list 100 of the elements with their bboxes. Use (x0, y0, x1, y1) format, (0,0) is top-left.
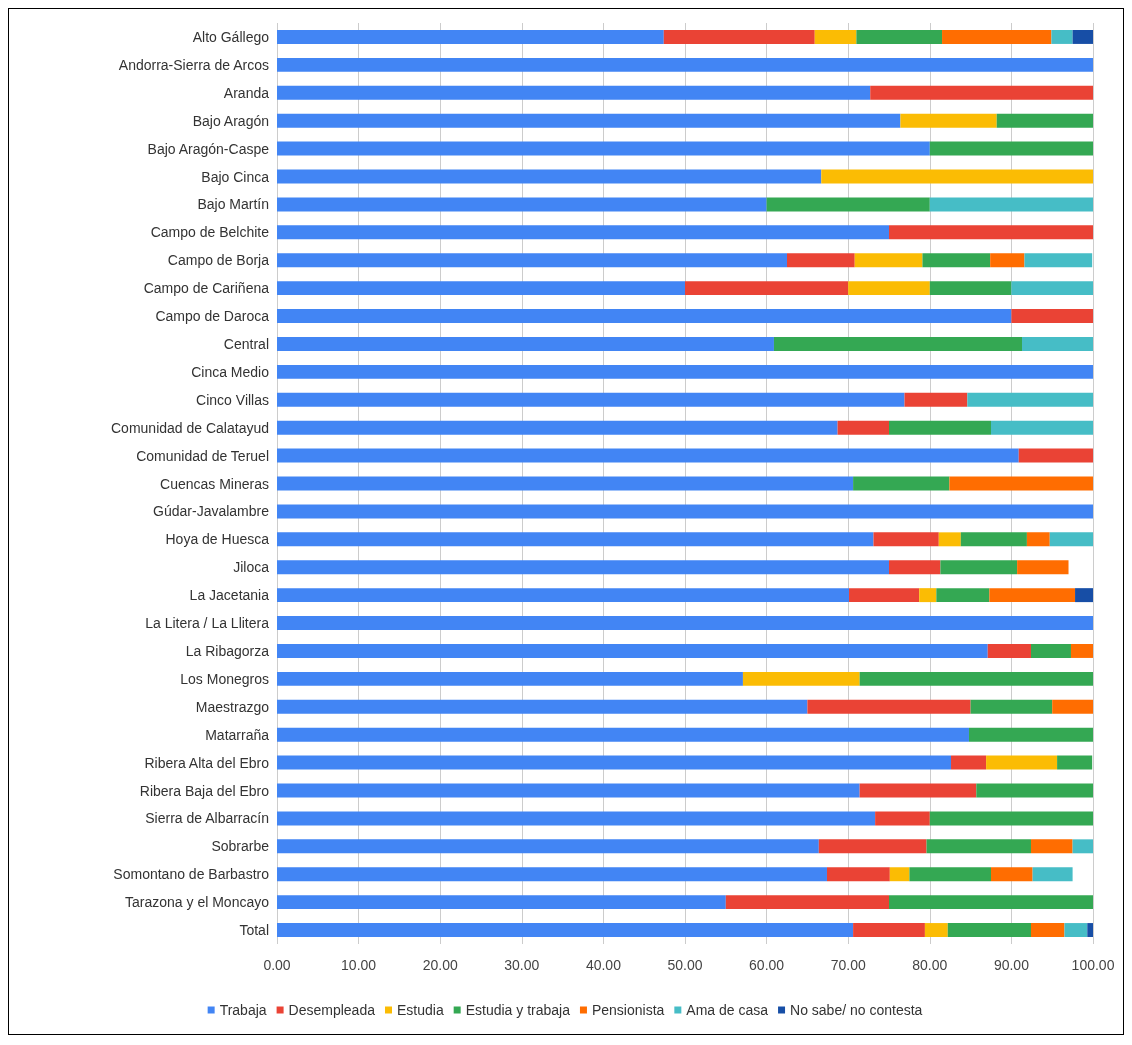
x-tick-label: 40.00 (585, 957, 622, 973)
x-tick-label: 100.00 (1071, 957, 1115, 973)
bar (1022, 336, 1093, 351)
y-tick-label: Ribera Baja del Ebro (139, 782, 270, 799)
bar (826, 867, 890, 882)
bar (1018, 448, 1093, 463)
bar (277, 336, 774, 351)
bar (889, 225, 1093, 240)
bar (277, 141, 930, 156)
bar (904, 392, 968, 407)
bar (986, 755, 1058, 770)
bar (277, 281, 685, 296)
bar (853, 476, 950, 491)
bar (1049, 532, 1093, 547)
y-tick-label: Alto Gállego (192, 28, 270, 45)
bar (859, 783, 977, 798)
bar (951, 755, 987, 770)
bar (889, 420, 991, 435)
x-tick-label: 10.00 (341, 957, 377, 973)
y-tick-label: Sobrarbe (211, 838, 270, 855)
bar (1011, 309, 1093, 324)
bar (277, 29, 664, 44)
legend-label: Estudia (396, 1002, 444, 1018)
bar (936, 588, 990, 603)
x-tick-label: 70.00 (830, 957, 866, 973)
bar (990, 253, 1025, 268)
legend-label: Pensionista (591, 1002, 665, 1018)
bar (1072, 29, 1093, 44)
bar (949, 476, 1093, 491)
bar (1017, 560, 1069, 575)
y-tick-label: Central (223, 335, 269, 352)
bar (821, 169, 1093, 184)
bar (940, 560, 1018, 575)
y-tick-label: Bajo Aragón-Caspe (147, 140, 270, 157)
legend-label: Desempleada (288, 1002, 376, 1018)
bar (1030, 839, 1073, 854)
bar (277, 169, 822, 184)
y-tick-label: Campo de Borja (167, 252, 270, 269)
bar (889, 560, 941, 575)
bar (1024, 253, 1093, 268)
bar (859, 671, 1093, 686)
bar (1075, 588, 1093, 603)
bar (277, 643, 988, 658)
legend-label: Ama de casa (686, 1002, 769, 1018)
bar (277, 671, 743, 686)
y-tick-label: Andorra-Sierra de Arcos (118, 56, 269, 73)
bar (991, 420, 1093, 435)
bar (277, 923, 854, 938)
y-tick-label: Matarraña (205, 726, 270, 743)
bar (919, 588, 937, 603)
y-tick-label: Bajo Cinca (201, 168, 270, 185)
bar (929, 811, 1093, 826)
bar (277, 197, 767, 212)
bar (1057, 755, 1093, 770)
y-tick-label: Campo de Cariñena (143, 280, 270, 297)
bar (277, 895, 726, 910)
y-tick-label: Cinca Medio (191, 363, 270, 380)
bar (277, 504, 1093, 519)
y-tick-label: Comunidad de Calatayud (111, 419, 269, 436)
bar (1072, 839, 1093, 854)
bar (766, 197, 930, 212)
bar (277, 309, 1012, 324)
bar (277, 420, 838, 435)
bar (773, 336, 1023, 351)
bar (277, 867, 827, 882)
bar (807, 699, 971, 714)
bar (991, 867, 1033, 882)
bar (889, 895, 1093, 910)
legend-label: Trabaja (219, 1002, 267, 1018)
bar (922, 253, 991, 268)
bar (742, 671, 860, 686)
bar (889, 867, 910, 882)
y-tick-label: Gúdar-Javalambre (153, 503, 270, 520)
bar (277, 448, 1019, 463)
bar (924, 923, 948, 938)
y-tick-label: Cinco Villas (196, 391, 269, 408)
y-tick-label: Los Monegros (180, 670, 269, 687)
bar (277, 225, 889, 240)
bar (856, 29, 943, 44)
bar (277, 755, 952, 770)
bar (942, 29, 1052, 44)
bar (929, 281, 1012, 296)
bar (926, 839, 1031, 854)
bar (875, 811, 930, 826)
bar (976, 783, 1093, 798)
bar (968, 727, 1093, 742)
bar (1030, 643, 1071, 658)
bar (854, 253, 923, 268)
bar (1032, 867, 1073, 882)
bar (277, 364, 1093, 379)
bar (277, 727, 969, 742)
bar (909, 867, 991, 882)
bar (277, 392, 905, 407)
bar (870, 85, 1093, 100)
y-tick-label: Bajo Martín (197, 196, 269, 213)
y-tick-label: Maestrazgo (195, 698, 270, 715)
bar (277, 588, 850, 603)
bar (873, 532, 939, 547)
bar (787, 253, 855, 268)
bar (725, 895, 889, 910)
